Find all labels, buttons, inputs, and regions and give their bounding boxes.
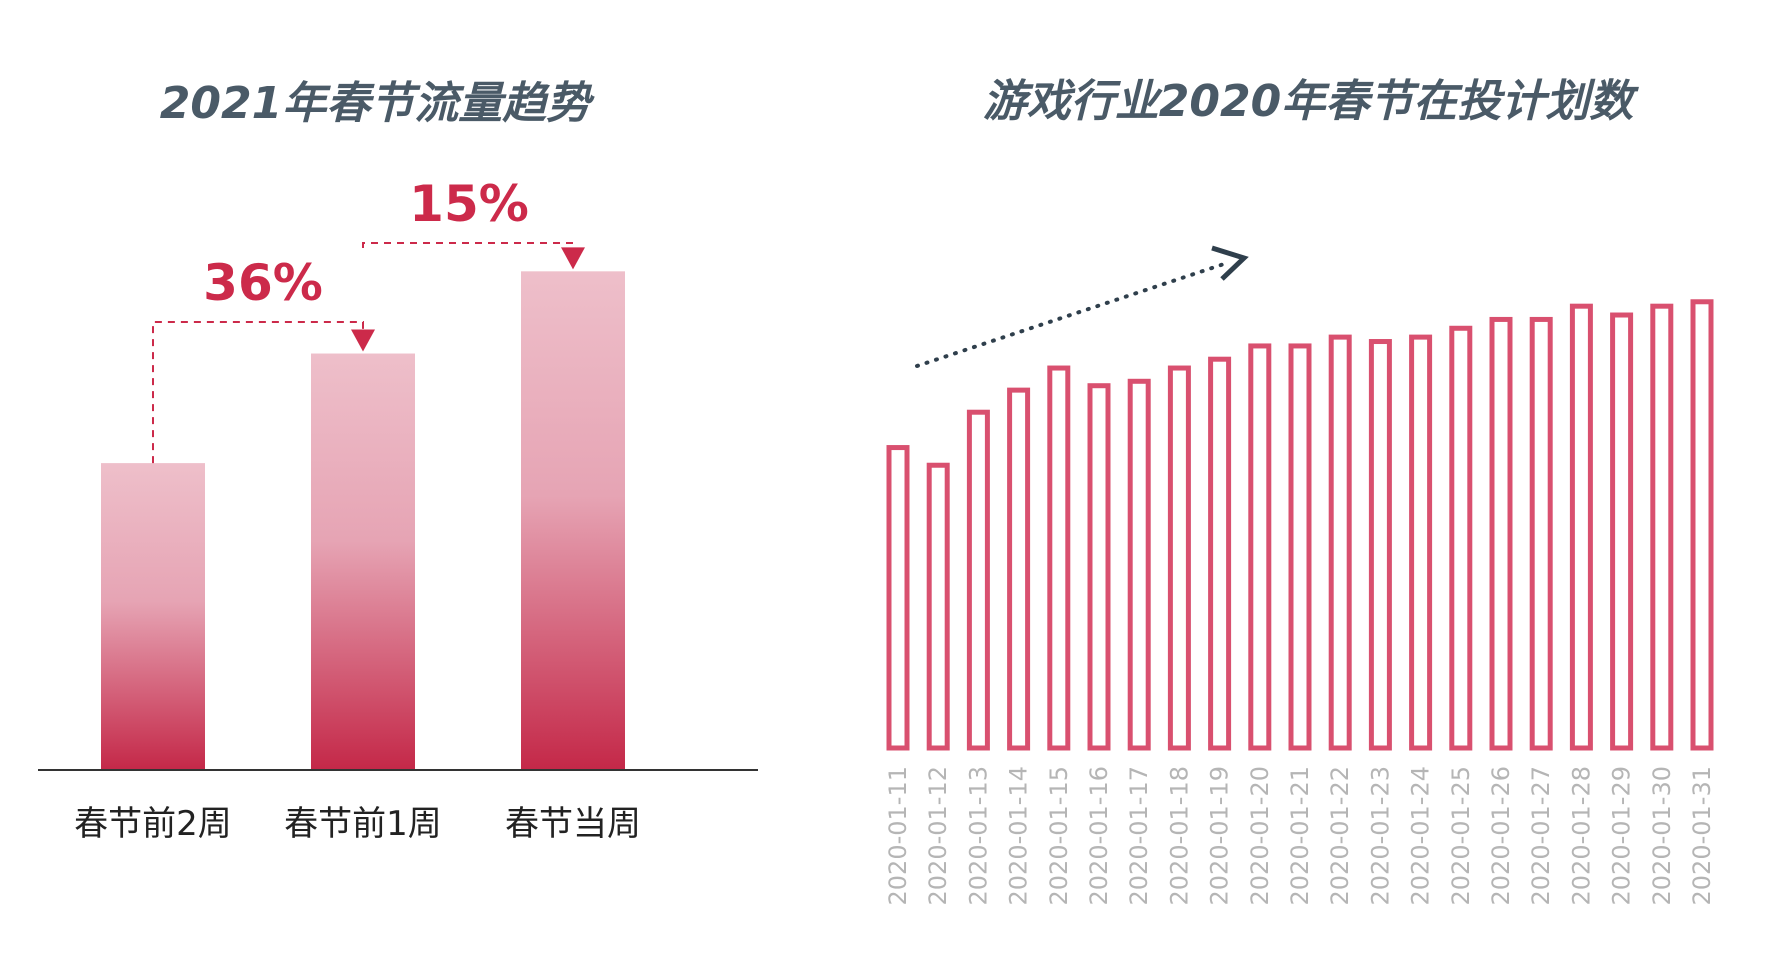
right-bar-17 xyxy=(1569,303,1593,751)
right-tick-label-2: 2020-01-13 xyxy=(964,766,992,905)
trend-arrow-head xyxy=(1211,245,1249,281)
annotation-arrowhead-0 xyxy=(351,329,375,352)
right-tick-label-9: 2020-01-20 xyxy=(1246,766,1274,905)
right-bar-10 xyxy=(1288,343,1312,751)
right-chart-title: 游戏行业2020年春节在投计划数 xyxy=(983,76,1639,127)
right-tick-label-5: 2020-01-16 xyxy=(1085,766,1113,905)
left-tick-label-1: 春节前1周 xyxy=(284,804,442,844)
right-bar-1 xyxy=(926,462,950,751)
right-bars xyxy=(886,299,1714,751)
left-chart-title: 2021年春节流量趋势 xyxy=(160,78,595,129)
right-bar-11 xyxy=(1328,334,1352,751)
left-bar-1 xyxy=(311,353,415,770)
right-tick-label-19: 2020-01-30 xyxy=(1648,766,1676,905)
annotation-connector-0 xyxy=(152,321,364,464)
right-bar-18 xyxy=(1610,312,1634,751)
right-bar-16 xyxy=(1529,316,1553,751)
left-tick-label-2: 春节当周 xyxy=(505,804,641,844)
right-tick-label-10: 2020-01-21 xyxy=(1286,766,1314,905)
right-bar-12 xyxy=(1368,339,1392,751)
right-bar-15 xyxy=(1489,316,1513,751)
right-tick-label-3: 2020-01-14 xyxy=(1005,766,1033,905)
right-tick-labels: 2020-01-11 2020-01-12 2020-01-13 2020-01-14… xyxy=(884,766,1716,905)
right-bar-13 xyxy=(1409,334,1433,751)
right-tick-label-7: 2020-01-18 xyxy=(1165,766,1193,905)
right-tick-label-15: 2020-01-26 xyxy=(1487,766,1515,905)
left-chart: 2021年春节流量趋势 春节前2周 春节前1周 春节当周 36% 15% xyxy=(38,78,758,844)
right-tick-label-8: 2020-01-19 xyxy=(1206,766,1234,905)
annotation-arrowhead-1 xyxy=(561,247,585,270)
left-annotations: 36% 15% xyxy=(152,175,585,464)
right-tick-label-14: 2020-01-25 xyxy=(1447,766,1475,905)
right-tick-label-6: 2020-01-17 xyxy=(1125,766,1153,905)
right-bar-2 xyxy=(966,409,990,751)
trend-arrow xyxy=(915,245,1249,368)
right-tick-label-16: 2020-01-27 xyxy=(1527,766,1555,905)
right-tick-label-13: 2020-01-24 xyxy=(1407,766,1435,905)
right-tick-label-1: 2020-01-12 xyxy=(924,766,952,905)
left-bars xyxy=(101,271,625,770)
right-tick-label-11: 2020-01-22 xyxy=(1326,766,1354,905)
right-bar-5 xyxy=(1087,383,1111,751)
right-tick-label-20: 2020-01-31 xyxy=(1688,766,1716,905)
right-bar-4 xyxy=(1047,365,1071,751)
right-bar-6 xyxy=(1127,378,1151,751)
right-bar-7 xyxy=(1167,365,1191,751)
right-bar-8 xyxy=(1208,356,1232,751)
right-bar-3 xyxy=(1007,387,1031,751)
annotation-connector-1 xyxy=(362,242,574,250)
trend-arrow-line xyxy=(915,260,1232,368)
right-tick-label-18: 2020-01-29 xyxy=(1608,766,1636,905)
right-bar-9 xyxy=(1248,343,1272,751)
right-tick-label-0: 2020-01-11 xyxy=(884,766,912,905)
annotation-label-1: 15% xyxy=(409,175,529,233)
left-tick-labels: 春节前2周 春节前1周 春节当周 xyxy=(74,804,641,844)
right-tick-label-12: 2020-01-23 xyxy=(1366,766,1394,905)
right-tick-label-17: 2020-01-28 xyxy=(1567,766,1595,905)
right-bar-14 xyxy=(1449,325,1473,751)
annotation-label-0: 36% xyxy=(203,254,323,312)
right-chart: 游戏行业2020年春节在投计划数 2020-01-11 2020-01-12 202… xyxy=(884,76,1716,905)
right-tick-label-4: 2020-01-15 xyxy=(1045,766,1073,905)
left-bar-0 xyxy=(101,463,205,770)
right-bar-20 xyxy=(1690,299,1714,751)
right-bar-0 xyxy=(886,445,910,751)
right-bar-19 xyxy=(1650,303,1674,751)
left-bar-2 xyxy=(521,271,625,770)
left-tick-label-0: 春节前2周 xyxy=(74,804,232,844)
